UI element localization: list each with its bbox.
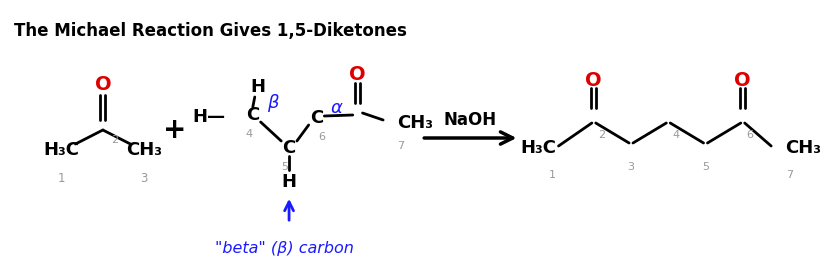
- Text: The Michael Reaction Gives 1,5-Diketones: The Michael Reaction Gives 1,5-Diketones: [14, 22, 406, 40]
- Text: 6: 6: [319, 132, 325, 142]
- Text: α: α: [330, 99, 342, 117]
- Text: H—: H—: [192, 108, 225, 126]
- Text: 4: 4: [245, 129, 253, 139]
- Text: CH₃: CH₃: [396, 114, 433, 132]
- Text: 7: 7: [786, 170, 793, 180]
- Text: 1: 1: [549, 170, 556, 180]
- Text: C: C: [310, 109, 323, 127]
- Text: O: O: [349, 65, 366, 84]
- Text: H: H: [250, 78, 265, 96]
- Text: C: C: [282, 139, 296, 157]
- Text: β: β: [267, 94, 278, 112]
- Text: 2: 2: [111, 135, 118, 145]
- Text: NaOH: NaOH: [444, 111, 497, 129]
- Text: H: H: [282, 173, 297, 191]
- Text: CH₃: CH₃: [785, 139, 821, 157]
- Text: 4: 4: [672, 130, 679, 140]
- Text: 5: 5: [282, 162, 288, 172]
- Text: "beta" (β) carbon: "beta" (β) carbon: [215, 241, 354, 256]
- Text: H₃C: H₃C: [44, 141, 80, 159]
- Text: H₃C: H₃C: [520, 139, 557, 157]
- Text: 2: 2: [598, 130, 605, 140]
- Text: O: O: [94, 76, 112, 94]
- Text: 6: 6: [747, 130, 753, 140]
- Text: 5: 5: [702, 162, 709, 172]
- Text: O: O: [586, 70, 602, 89]
- Text: 1: 1: [58, 172, 65, 185]
- Text: 3: 3: [628, 162, 634, 172]
- Text: O: O: [734, 70, 751, 89]
- Text: 7: 7: [397, 141, 405, 151]
- Text: C: C: [246, 106, 259, 124]
- Text: +: +: [163, 116, 186, 144]
- Text: 3: 3: [140, 172, 148, 185]
- Text: CH₃: CH₃: [126, 141, 162, 159]
